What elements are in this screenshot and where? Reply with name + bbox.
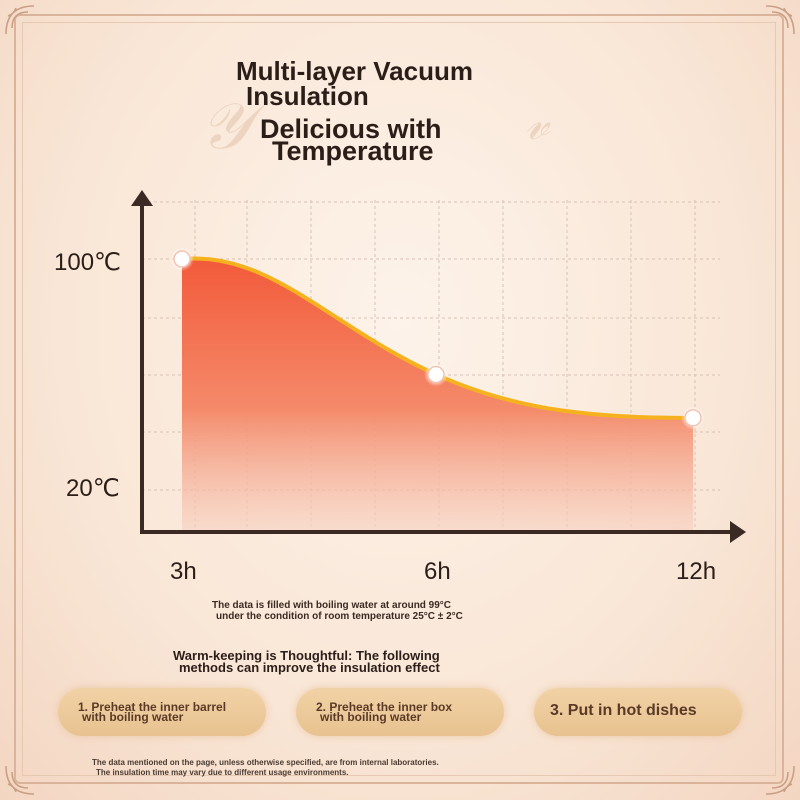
ornament-corner-icon (765, 765, 795, 795)
y-tick-label-20: 20℃ (66, 475, 120, 502)
method-1-line-2: with boiling water (82, 710, 184, 724)
title-line-1: Multi-layer Vacuum (236, 56, 473, 86)
tip-line-2: methods can improve the insulation effec… (179, 660, 440, 675)
ornament-corner-icon (5, 5, 35, 35)
data-point-12h (684, 409, 702, 427)
x-tick-label-6h: 6h (424, 558, 451, 585)
method-pill-3: 3. Put in hot dishes (534, 688, 742, 736)
data-point-3h (173, 250, 191, 268)
method-1-line-1: 1. Preheat the inner barrel (78, 700, 227, 714)
script-watermark-decoration: 𝓋 (525, 95, 549, 151)
footer-line-1: The data mentioned on the page, unless o… (92, 758, 439, 767)
method-pill-1: 1. Preheat the inner barrel with boiling… (58, 688, 266, 736)
y-tick-label-100: 100℃ (54, 249, 121, 276)
data-note-line-1: The data is filled with boiling water at… (212, 600, 452, 611)
title-line-3: Delicious with (260, 114, 442, 144)
data-point-6h (427, 365, 445, 384)
tip-line-1: Warm-keeping is Thoughtful: The followin… (173, 648, 440, 663)
data-note-line-2: under the condition of room temperature … (216, 611, 463, 622)
title-line-4: Temperature (272, 136, 434, 166)
method-2-line-2: with boiling water (320, 710, 422, 724)
method-3-label: 3. Put in hot dishes (550, 702, 697, 719)
chart-axes (131, 190, 746, 543)
decorative-inner-frame (22, 22, 776, 776)
decorative-frame (14, 14, 784, 784)
x-axis-arrow-icon (730, 521, 746, 543)
x-tick-label-12h: 12h (676, 558, 717, 585)
script-watermark-decoration: 𝒴 (200, 90, 251, 164)
x-tick-label-3h: 3h (170, 558, 197, 585)
ornament-corner-icon (765, 5, 795, 35)
method-pill-2: 2. Preheat the inner box with boiling wa… (296, 688, 504, 736)
footer-disclaimer: The data mentioned on the page, unless o… (92, 758, 439, 777)
y-axis-arrow-icon (131, 190, 153, 206)
temperature-area (182, 258, 693, 532)
ornament-corner-icon (5, 765, 35, 795)
title-line-2: Insulation (246, 81, 369, 111)
method-2-line-1: 2. Preheat the inner box (316, 700, 453, 714)
footer-line-2: The insulation time may vary due to diff… (96, 767, 349, 777)
